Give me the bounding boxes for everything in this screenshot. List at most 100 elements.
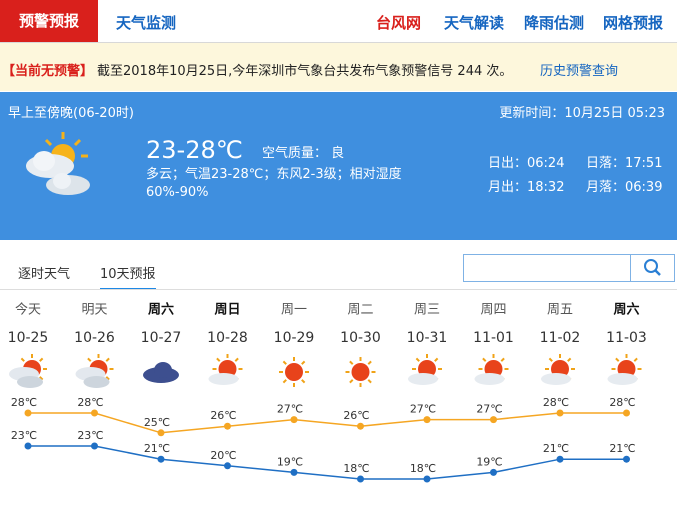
temp-point [157,455,165,463]
weekday: 今天 [15,302,41,318]
tab[interactable]: 天气监测 [116,14,177,32]
sun-ray [415,357,420,362]
temp-point [91,442,98,450]
sun-ray [39,376,44,381]
date: 10-30 [340,330,381,346]
alert-link[interactable]: 历史预警查询 [540,64,619,79]
weekday: 周六 [148,302,174,318]
divider [0,289,677,290]
cloud [83,376,110,388]
moonrise: 月出：18:32 [488,180,565,195]
moonset: 月落：06:39 [586,180,663,195]
date: 10-27 [141,330,182,346]
temp-label: 28℃ [609,396,635,409]
alert-status: 【当前无预警】 [2,64,94,79]
temp-point [556,409,564,417]
weather-desc: 多云；气温23-28℃；东风2-3级；相对湿度60%-90% [146,167,402,200]
sun-ray [234,357,239,362]
weather-icon [541,354,575,385]
link[interactable]: 天气解读 [444,14,505,32]
date: 10-25 [8,330,49,346]
weather-icon [279,357,309,387]
weather-icon [607,354,642,385]
sun-ray [548,357,553,362]
weather-icon [474,354,509,385]
temp-label: 23℃ [77,429,103,442]
weather-icon [26,132,90,195]
weather-icon [9,354,47,388]
air-quality: 空气质量： 良 [262,146,345,161]
sun-ray [301,360,306,365]
sun-ray [482,357,487,362]
alert-text: 截至2018年10月25日,今年深圳市气象台共发布气象预警信号 244 次。 [97,64,513,79]
weekday: 周三 [414,303,440,318]
temp-point [490,468,497,476]
header: 预警预报 天气监测 台风网 天气解读 降雨估测 网格预报 [0,0,677,43]
alert-bar: 【当前无预警】 截至2018年10月25日,今年深圳市气象台共发布气象预警信号 … [0,43,677,91]
cloud [408,373,438,385]
sun-ray [367,379,372,384]
link[interactable]: 网格预报 [603,14,664,32]
temp-label: 18℃ [343,462,369,475]
sun-ray [349,360,354,365]
temp-label: 21℃ [609,442,635,455]
temp-label: 21℃ [144,442,170,455]
link[interactable]: 降雨估测 [524,14,585,32]
sun-ray [349,379,354,384]
temp-point [357,422,364,430]
temp-point [423,416,431,424]
sunrise: 日出：06:24 [488,156,565,171]
temp-label: 27℃ [277,403,303,416]
sun-ray [567,357,572,362]
cloud [474,373,505,385]
search-input[interactable] [463,254,631,282]
temp-label: 26℃ [343,409,369,422]
date: 11-02 [540,330,581,346]
weather-icon [208,354,243,385]
tab-active[interactable]: 预警预报 [0,0,98,42]
weather-icon [345,357,376,387]
search-button[interactable] [630,254,675,282]
temp-point [290,416,298,424]
tab[interactable]: 逐时天气 [18,267,71,282]
date: 10-26 [74,330,115,346]
sun-ray [282,379,287,384]
sun-ray [39,357,44,362]
date: 10-31 [407,330,448,346]
sun-ray [105,376,110,381]
sun-ray [615,357,620,362]
sun [285,363,303,381]
sun-ray [87,357,92,362]
temp-range: 23-28℃ [146,136,243,164]
temp-label: 20℃ [210,449,236,462]
date: 11-01 [473,330,514,346]
sun-ray [367,360,372,365]
weekday: 周四 [480,303,506,318]
temp-point [556,455,564,463]
date: 10-29 [274,330,315,346]
temp-point [290,468,298,476]
tab-active[interactable]: 10天预报 [100,263,156,290]
sun-ray [105,357,110,362]
weekday: 周一 [281,303,307,318]
sun-ray [434,357,439,362]
sun-ray [500,357,505,362]
temp-label: 19℃ [476,455,502,468]
cloud [17,376,43,388]
weekday: 周二 [347,303,373,318]
temp-point [490,416,497,424]
forecast-chart: 今天 10-25 明天 10-26 周六 10-27 周日 10-28 周一 10-29 周二 10-… [8,302,647,483]
sun-ray [216,357,221,362]
temp-label: 26℃ [210,409,236,422]
temp-label: 27℃ [476,403,502,416]
date: 10-28 [207,330,248,346]
updated: 更新时间：10月25日 05:23 [499,106,665,121]
link[interactable]: 台风网 [376,14,422,32]
weather-icon [143,362,179,383]
sun [351,363,370,381]
temp-line [28,445,627,480]
cloud [208,373,239,385]
temp-point [24,409,32,417]
sun-ray [301,379,306,384]
temp-line [28,412,627,434]
